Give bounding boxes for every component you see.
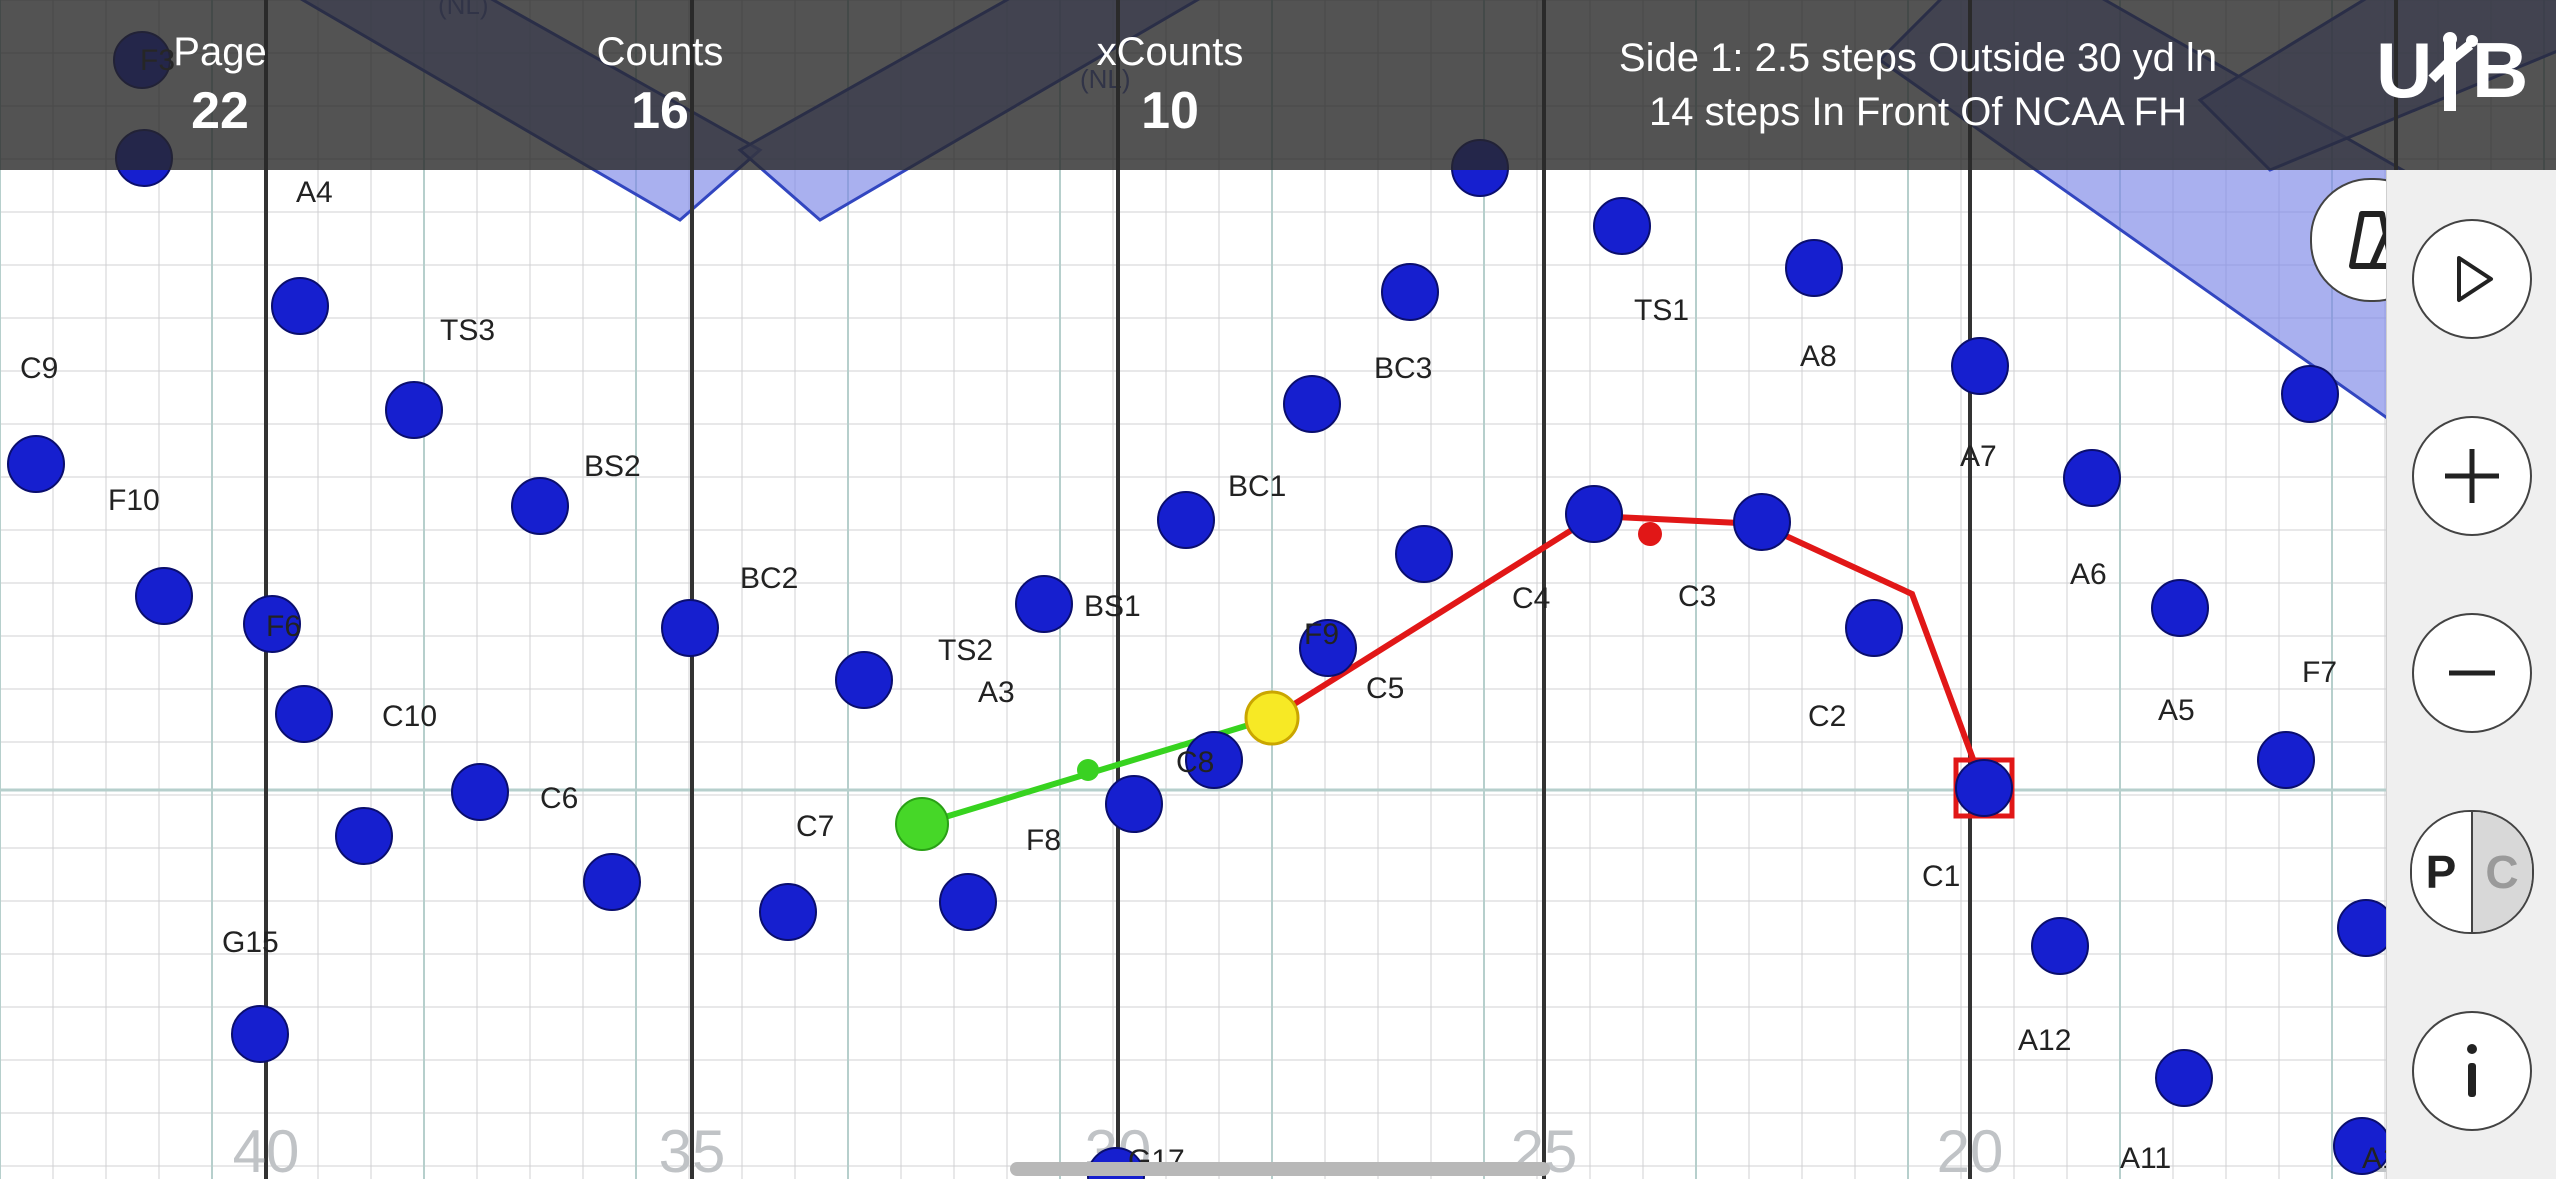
xcounts-value: 10 (1141, 81, 1199, 141)
yard-number: 40 (233, 1118, 300, 1179)
performer-label: C8 (1176, 746, 1214, 779)
app-logo: U B (2376, 22, 2536, 115)
performer-dot[interactable] (760, 884, 816, 940)
next-path-mid (1638, 522, 1662, 546)
performer-dot[interactable] (584, 854, 640, 910)
performer-dot[interactable] (1566, 486, 1622, 542)
xcounts-label: xCounts (1097, 30, 1244, 75)
header-xcounts[interactable]: xCounts 10 (880, 0, 1460, 170)
performer-dot[interactable] (2032, 918, 2088, 974)
performer-label: C5 (1366, 672, 1404, 705)
performer-label: A11 (2120, 1142, 2171, 1175)
prev-path-mid (1077, 759, 1099, 781)
performer-dot[interactable] (1158, 492, 1214, 548)
svg-text:U: U (2376, 26, 2430, 114)
zoom-out-button[interactable] (2412, 613, 2532, 733)
performer-dot[interactable] (136, 568, 192, 624)
performer-label: C9 (20, 352, 58, 385)
performer-dot[interactable] (272, 278, 328, 334)
performer-label: TS2 (938, 634, 993, 667)
performer-dot[interactable] (2282, 366, 2338, 422)
drill-field[interactable]: (NL)(NL)403530252015C9F3F10A4F6C10TS3BS2… (0, 0, 2556, 1179)
svg-text:B: B (2472, 26, 2526, 114)
performer-label: F7 (2302, 656, 2337, 689)
performer-dot[interactable] (2064, 450, 2120, 506)
performer-label: F10 (108, 484, 160, 517)
info-button[interactable] (2412, 1011, 2532, 1131)
performer-label: C4 (1512, 582, 1550, 615)
performer-label: A8 (1800, 340, 1837, 373)
current-position-marker[interactable] (1246, 692, 1298, 744)
performer-label: A6 (2070, 558, 2107, 591)
performer-dot[interactable] (1786, 240, 1842, 296)
performer-label: F8 (1026, 824, 1061, 857)
play-button[interactable] (2412, 219, 2532, 339)
pc-toggle-c[interactable]: C (2473, 812, 2532, 932)
position-line-2: 14 steps In Front Of NCAA FH (1649, 85, 2187, 139)
performer-dot[interactable] (232, 1006, 288, 1062)
counts-label: Counts (597, 30, 724, 75)
header-bar: Page 22 Counts 16 xCounts 10 Side 1: 2.5… (0, 0, 2556, 170)
performer-dot[interactable] (2258, 732, 2314, 788)
performer-label: BC2 (740, 562, 798, 595)
performer-label: TS1 (1634, 294, 1689, 327)
performer-label: BC1 (1228, 470, 1286, 503)
performer-dot[interactable] (1956, 760, 2012, 816)
counts-value: 16 (631, 81, 689, 141)
header-counts[interactable]: Counts 16 (440, 0, 880, 170)
performer-dot[interactable] (1734, 494, 1790, 550)
yard-number: 35 (659, 1118, 726, 1179)
pc-toggle-p[interactable]: P (2412, 812, 2473, 932)
horizontal-scrollbar[interactable] (1010, 1162, 1550, 1176)
performer-label: F6 (266, 610, 301, 643)
page-value: 22 (191, 81, 249, 141)
page-label: Page (173, 30, 266, 75)
pc-toggle[interactable]: P C (2410, 810, 2534, 934)
header-page[interactable]: Page 22 (0, 0, 440, 170)
performer-label: A3 (978, 676, 1015, 709)
performer-label: C6 (540, 782, 578, 815)
performer-dot[interactable] (836, 652, 892, 708)
performer-label: C10 (382, 700, 437, 733)
performer-label: C1 (1922, 860, 1960, 893)
performer-dot[interactable] (8, 436, 64, 492)
performer-dot[interactable] (940, 874, 996, 930)
performer-dot[interactable] (1952, 338, 2008, 394)
performer-dot[interactable] (386, 382, 442, 438)
performer-label: BS2 (584, 450, 641, 483)
performer-dot[interactable] (276, 686, 332, 742)
performer-dot[interactable] (1846, 600, 1902, 656)
performer-label: A7 (1960, 440, 1997, 473)
performer-label: A5 (2158, 694, 2195, 727)
performer-label: G15 (222, 926, 279, 959)
yard-number: 20 (1937, 1118, 2004, 1179)
performer-dot[interactable] (512, 478, 568, 534)
performer-dot[interactable] (2156, 1050, 2212, 1106)
performer-dot[interactable] (2152, 580, 2208, 636)
performer-dot[interactable] (1382, 264, 1438, 320)
performer-label: BC3 (1374, 352, 1432, 385)
performer-dot[interactable] (1106, 776, 1162, 832)
zoom-in-button[interactable] (2412, 416, 2532, 536)
performer-label: BS1 (1084, 590, 1141, 623)
header-position: Side 1: 2.5 steps Outside 30 yd ln 14 st… (1460, 0, 2376, 170)
performer-dot[interactable] (1396, 526, 1452, 582)
performer-label: C3 (1678, 580, 1716, 613)
performer-dot[interactable] (336, 808, 392, 864)
performer-label: C7 (796, 810, 834, 843)
performer-dot[interactable] (452, 764, 508, 820)
performer-dot[interactable] (1016, 576, 1072, 632)
position-line-1: Side 1: 2.5 steps Outside 30 yd ln (1619, 31, 2217, 85)
performer-label: TS3 (440, 314, 495, 347)
performer-label: A12 (2018, 1024, 2071, 1057)
performer-dot[interactable] (1284, 376, 1340, 432)
right-controls: P C (2386, 170, 2556, 1179)
performer-label: A4 (296, 176, 333, 209)
performer-label: F9 (1304, 618, 1339, 651)
performer-label: C2 (1808, 700, 1846, 733)
performer-dot[interactable] (1594, 198, 1650, 254)
performer-dot[interactable] (662, 600, 718, 656)
prev-path-start (896, 798, 948, 850)
